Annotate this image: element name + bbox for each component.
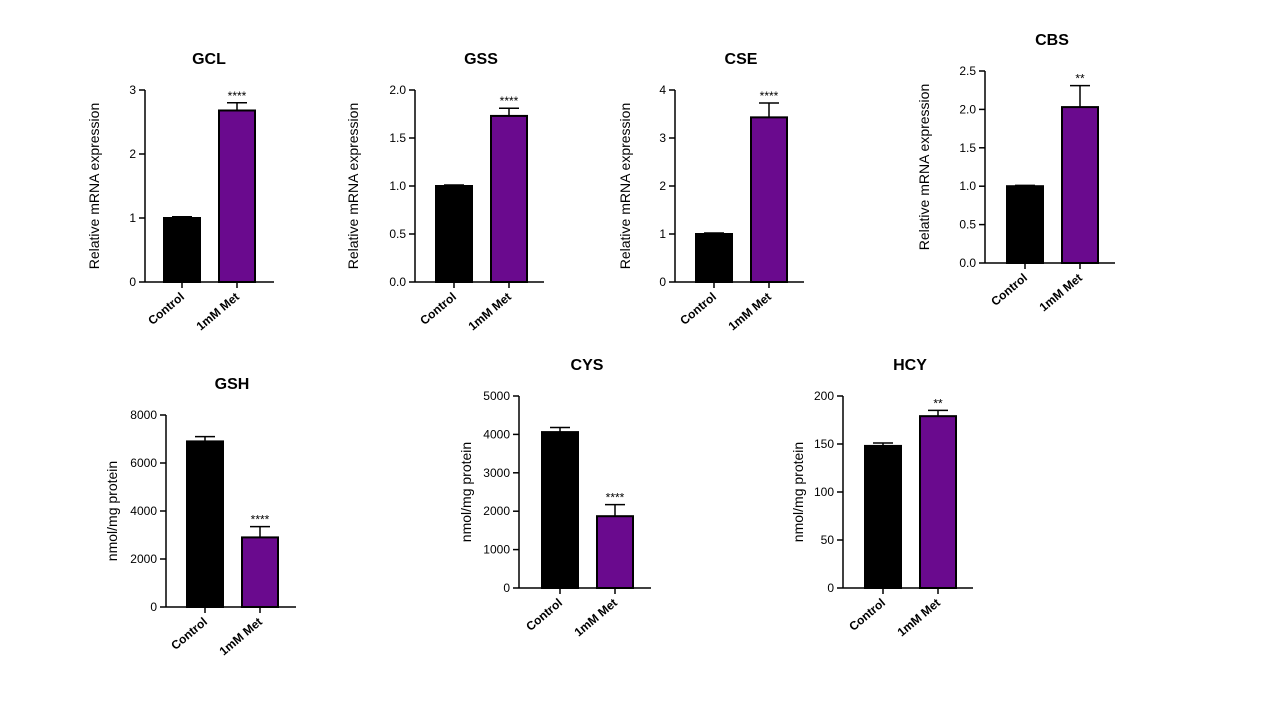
x-tick-label: Control: [677, 290, 719, 328]
x-tick-label: Control: [846, 596, 888, 634]
chart-panel-hcy: HCY nmol/mg protein ** 0 50 100 150 200 Control 1…: [790, 357, 973, 639]
chart-panel-cse: CSE Relative mRNA expression **** 0 1 2 3 4 Cont…: [617, 51, 804, 333]
y-axis-label: nmol/mg protein: [790, 442, 806, 542]
y-tick-label: 50: [821, 533, 835, 547]
x-tick-label: Control: [523, 596, 565, 634]
y-tick-label: 1.0: [959, 179, 976, 193]
x-tick-label: 1mM Met: [726, 290, 774, 334]
y-tick-label: 100: [814, 485, 834, 499]
bar-control: [695, 233, 733, 283]
y-tick-label: 2.0: [389, 83, 406, 97]
y-tick-label: 0: [503, 581, 510, 595]
y-tick-label: 2: [659, 179, 666, 193]
bar-control: [186, 440, 224, 608]
bar-control: [435, 185, 473, 283]
chart-title: GSS: [464, 51, 498, 68]
significance-label: **: [1075, 72, 1085, 86]
significance-label: ****: [760, 89, 779, 103]
y-tick-label: 0: [129, 275, 136, 289]
y-tick-label: 8000: [130, 408, 157, 422]
y-tick-label: 4000: [483, 427, 510, 441]
chart-panel-gss: GSS Relative mRNA expression **** 0.0 0.5 1.0…: [345, 51, 544, 333]
y-tick-label: 1.5: [389, 131, 406, 145]
bar-control: [541, 431, 579, 590]
y-tick-label: 3: [659, 131, 666, 145]
x-tick-label: 1mM Met: [466, 290, 514, 334]
y-tick-label: 2.0: [959, 102, 976, 116]
bar-treatment: [490, 114, 528, 283]
significance-label: ****: [500, 94, 519, 108]
y-tick-label: 150: [814, 437, 834, 451]
y-tick-label: 0.5: [959, 218, 976, 232]
x-tick-label: 1mM Met: [194, 290, 242, 334]
y-tick-label: 1.0: [389, 179, 406, 193]
x-tick-label: 1mM Met: [217, 615, 265, 659]
y-tick-label: 0: [150, 600, 157, 614]
x-tick-label: 1mM Met: [572, 596, 620, 640]
bar-control: [864, 444, 902, 590]
bar-treatment: [241, 536, 279, 609]
y-tick-label: 4000: [130, 504, 157, 518]
chart-title: HCY: [893, 357, 927, 374]
significance-label: ****: [251, 513, 270, 527]
significance-label: **: [933, 396, 943, 410]
y-tick-label: 6000: [130, 456, 157, 470]
x-tick-label: Control: [988, 271, 1030, 309]
y-tick-label: 5000: [483, 389, 510, 403]
y-tick-label: 3: [129, 83, 136, 97]
x-tick-label: Control: [168, 615, 210, 653]
y-tick-label: 200: [814, 389, 834, 403]
chart-panel-cys: CYS nmol/mg protein **** 0 1000 2000 3000 4000 5…: [458, 357, 651, 639]
y-axis-label: nmol/mg protein: [104, 461, 120, 561]
y-axis-label: Relative mRNA expression: [86, 103, 102, 270]
bar-treatment: [919, 415, 957, 589]
chart-panel-cbs: CBS Relative mRNA expression ** 0.0 0.5 1.0 1.…: [916, 32, 1115, 314]
bar-treatment: [1061, 106, 1099, 265]
y-tick-label: 0.5: [389, 227, 406, 241]
y-tick-label: 2000: [130, 552, 157, 566]
y-tick-label: 1.5: [959, 141, 976, 155]
bar-treatment: [596, 515, 634, 590]
y-tick-label: 2.5: [959, 64, 976, 78]
y-tick-label: 0: [659, 275, 666, 289]
y-axis-label: nmol/mg protein: [458, 442, 474, 542]
chart-panel-gsh: GSH nmol/mg protein **** 0 2000 4000 6000 8000 C…: [104, 376, 296, 658]
y-tick-label: 2: [129, 147, 136, 161]
y-tick-label: 1: [659, 227, 666, 241]
significance-label: ****: [606, 491, 625, 505]
x-tick-label: 1mM Met: [1037, 271, 1085, 315]
chart-title: GSH: [215, 376, 250, 393]
y-tick-label: 0: [827, 581, 834, 595]
y-tick-label: 1000: [483, 543, 510, 557]
y-tick-label: 1: [129, 211, 136, 225]
chart-title: CYS: [571, 357, 604, 374]
y-tick-label: 3000: [483, 466, 510, 480]
significance-label: ****: [228, 89, 247, 103]
bar-control: [163, 217, 201, 283]
y-axis-label: Relative mRNA expression: [916, 84, 932, 251]
chart-panel-gcl: GCL Relative mRNA expression **** 0 1 2 3 Contr…: [86, 51, 274, 333]
bar-treatment: [218, 109, 256, 284]
y-axis-label: Relative mRNA expression: [345, 103, 361, 270]
bar-control: [1006, 185, 1044, 264]
x-tick-label: 1mM Met: [895, 596, 943, 640]
chart-title: GCL: [192, 51, 226, 68]
chart-title: CBS: [1035, 32, 1069, 49]
x-tick-label: Control: [145, 290, 187, 328]
y-tick-label: 4: [659, 83, 666, 97]
y-tick-label: 0.0: [389, 275, 406, 289]
chart-title: CSE: [725, 51, 758, 68]
bar-treatment: [750, 116, 788, 283]
y-axis-label: Relative mRNA expression: [617, 103, 633, 270]
x-tick-label: Control: [417, 290, 459, 328]
y-tick-label: 0.0: [959, 256, 976, 270]
y-tick-label: 2000: [483, 504, 510, 518]
